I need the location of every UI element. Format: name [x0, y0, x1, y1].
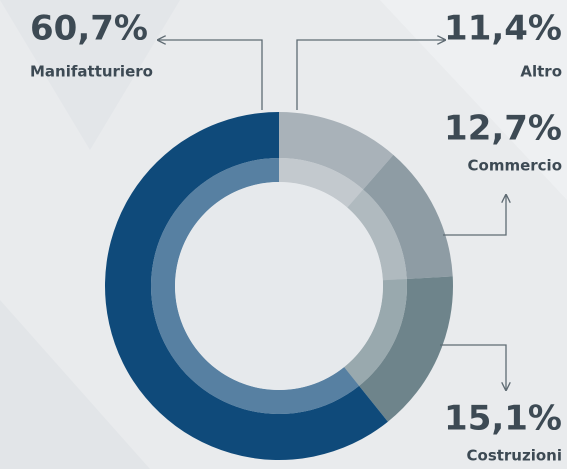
donut-inner-slice [150, 158, 360, 414]
donut-slice [359, 276, 454, 422]
category-label: Costruzioni [467, 447, 563, 465]
bg-pattern [0, 0, 180, 150]
inner-highlight [150, 158, 360, 414]
value-label: 60,7% [30, 9, 148, 49]
value-label: 15,1% [444, 399, 562, 439]
category-label: Altro [520, 63, 562, 81]
inner-highlight [344, 278, 407, 386]
value-label: 12,7% [444, 109, 562, 149]
connector [443, 195, 506, 236]
inner-highlight [279, 158, 364, 208]
connector [296, 40, 445, 110]
bg-pattern [380, 0, 567, 200]
donut-slice [363, 154, 453, 279]
connector [158, 40, 263, 110]
donut-inner-slice [347, 189, 407, 281]
donut [105, 112, 454, 460]
donut-inner-slice [344, 278, 407, 386]
donut-slice [105, 112, 388, 460]
bg-pattern [0, 300, 150, 469]
category-label: Manifatturiero [30, 63, 153, 81]
value-label: 11,4% [444, 9, 562, 49]
inner-highlight [347, 189, 407, 281]
connector [440, 344, 506, 390]
donut-slice [279, 112, 394, 190]
donut-inner-slice [279, 158, 364, 208]
donut-hole [175, 182, 383, 390]
category-label: Commercio [468, 157, 562, 175]
